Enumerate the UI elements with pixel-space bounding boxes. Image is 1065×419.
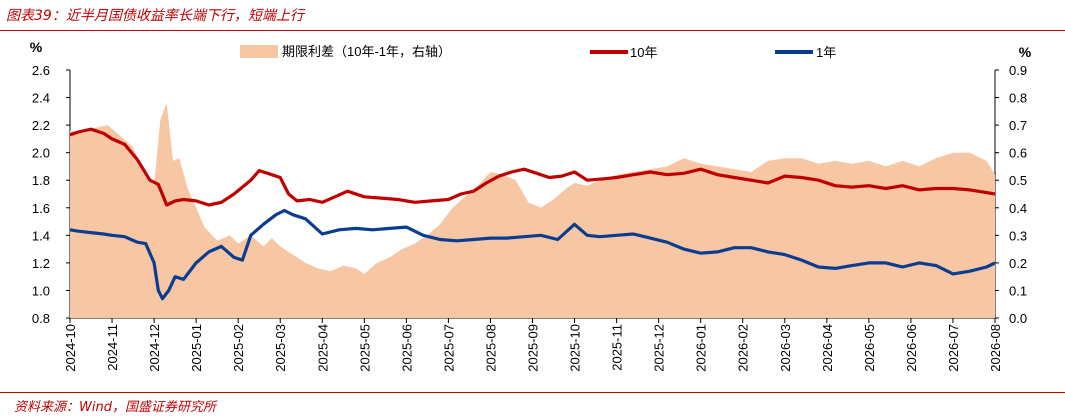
right-tick-label: 0.4	[1009, 201, 1027, 216]
x-tick-label: 2025-02	[231, 324, 246, 372]
legend-label-10y: 10年	[630, 45, 657, 60]
x-tick-label: 2025-01	[189, 324, 204, 372]
right-tick-label: 0.0	[1009, 311, 1027, 326]
left-tick-label: 1.6	[32, 201, 50, 216]
left-tick-label: 2.0	[32, 146, 50, 161]
legend-label-spread: 期限利差（10年-1年，右轴）	[282, 44, 451, 59]
x-tick-label: 2026-03	[778, 324, 793, 372]
left-axis-ticks: 2.6 2.4 2.2 2.0 1.8 1.6 1.4 1.2 1.0 0.8	[32, 63, 70, 326]
x-tick-label: 2024-10	[63, 324, 78, 372]
right-tick-label: 0.3	[1009, 228, 1027, 243]
spread-area	[70, 103, 995, 318]
x-tick-label: 2025-03	[273, 324, 288, 372]
left-tick-label: 0.8	[32, 311, 50, 326]
left-tick-label: 1.8	[32, 173, 50, 188]
legend-swatch-spread	[240, 45, 278, 58]
title-bar: 图表39：近半月国债收益率长端下行，短端上行	[0, 0, 1065, 30]
chart: 2.6 2.4 2.2 2.0 1.8 1.6 1.4 1.2 1.0 0.8 0.9 0.8 0.7…	[30, 39, 1032, 372]
x-tick-label: 2025-07	[441, 324, 456, 372]
right-tick-label: 0.2	[1009, 256, 1027, 271]
title-rule	[0, 30, 1065, 31]
x-tick-label: 2025-12	[652, 324, 667, 372]
x-tick-label: 2026-01	[694, 324, 709, 372]
left-tick-label: 2.4	[32, 91, 50, 106]
x-axis-ticks: 2024-10 2024-11 2024-12 2025-01 2025-02 2025-…	[63, 318, 1003, 372]
x-tick-label: 2024-12	[147, 324, 162, 372]
x-tick-label: 2026-06	[904, 324, 919, 372]
chart-title: 图表39：近半月国债收益率长端下行，短端上行	[6, 8, 304, 24]
left-axis-unit: %	[30, 39, 43, 55]
x-tick-label: 2025-10	[568, 324, 583, 372]
x-tick-label: 2026-07	[946, 324, 961, 372]
spread-area-layer	[70, 103, 995, 318]
right-axis-ticks: 0.9 0.8 0.7 0.6 0.5 0.4 0.3 0.2 0.1 0.0	[995, 63, 1027, 326]
line-10y	[69, 127, 996, 207]
x-tick-label: 2025-04	[315, 324, 330, 372]
right-tick-label: 0.9	[1009, 63, 1027, 78]
x-tick-label: 2025-05	[357, 324, 372, 372]
left-tick-label: 1.0	[32, 283, 50, 298]
x-tick-label: 2026-08	[988, 324, 1003, 372]
x-tick-label: 2025-11	[610, 324, 625, 371]
right-tick-label: 0.6	[1009, 146, 1027, 161]
right-tick-label: 0.7	[1009, 118, 1027, 133]
x-tick-label: 2026-04	[820, 324, 835, 372]
left-tick-label: 1.2	[32, 256, 50, 271]
x-tick-label: 2025-09	[526, 324, 541, 372]
right-tick-label: 0.1	[1009, 283, 1027, 298]
footer-rule	[0, 392, 1065, 393]
x-tick-label: 2026-05	[862, 324, 877, 372]
left-tick-label: 1.4	[32, 228, 50, 243]
left-tick-label: 2.6	[32, 63, 50, 78]
line-1y	[69, 208, 996, 301]
legend: 期限利差（10年-1年，右轴） 10年 1年	[240, 44, 836, 60]
left-tick-label: 2.2	[32, 118, 50, 133]
source-note: 资料来源：Wind，国盛证券研究所	[14, 400, 216, 415]
x-tick-label: 2025-06	[399, 324, 414, 372]
x-tick-label: 2024-11	[105, 324, 120, 371]
line-layer	[69, 127, 996, 301]
x-tick-label: 2025-08	[483, 324, 498, 372]
right-tick-label: 0.8	[1009, 91, 1027, 106]
x-tick-label: 2026-02	[736, 324, 751, 372]
right-tick-label: 0.5	[1009, 173, 1027, 188]
right-axis-unit: %	[1019, 44, 1032, 60]
legend-label-1y: 1年	[816, 45, 836, 60]
